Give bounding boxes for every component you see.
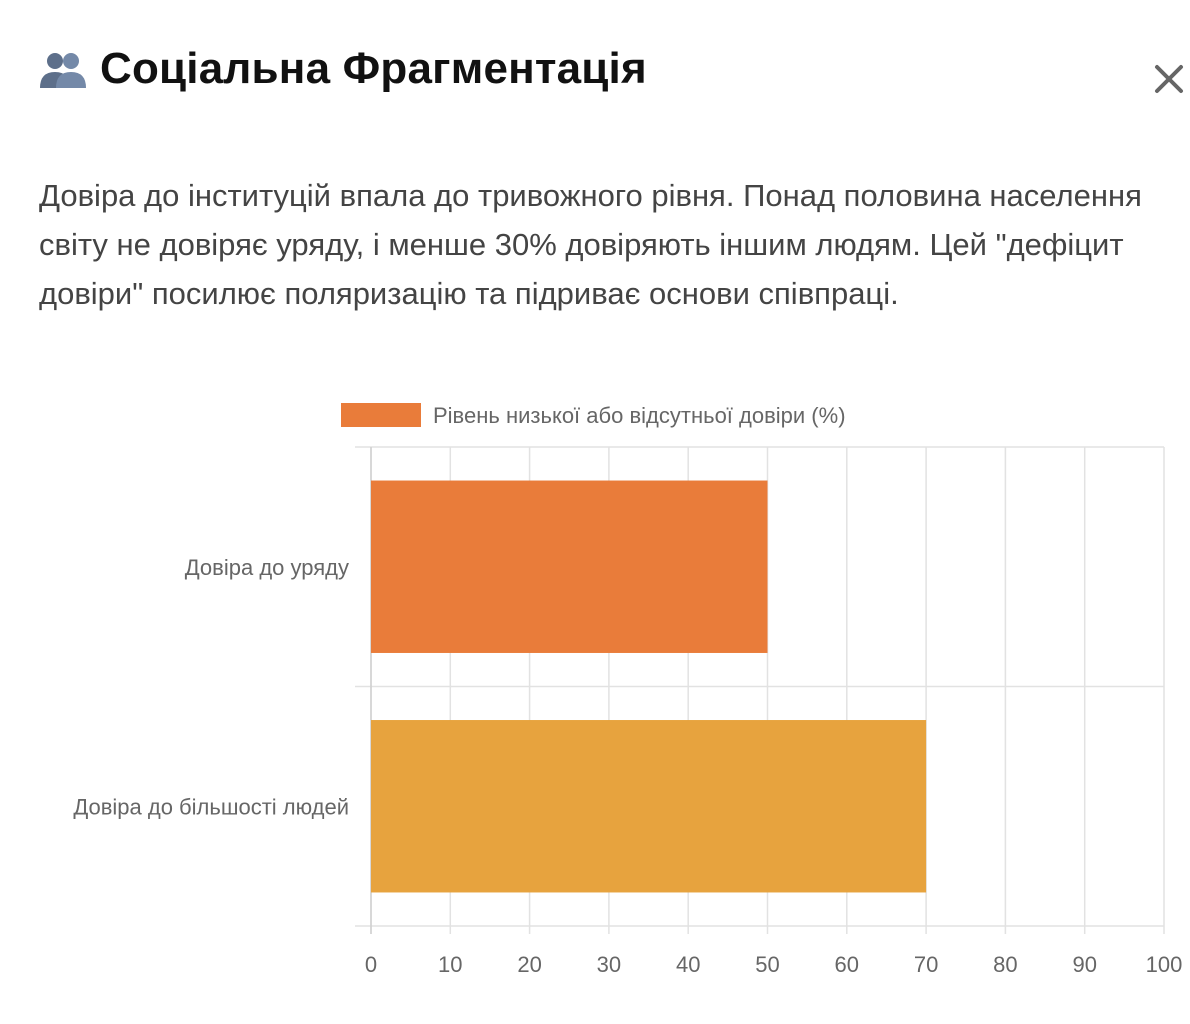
legend-swatch: [341, 403, 421, 427]
category-label: Довіра до уряду: [185, 555, 349, 580]
x-tick-label: 40: [676, 952, 700, 977]
x-tick-label: 70: [914, 952, 938, 977]
modal-header: Соціальна Фрагментація: [38, 44, 647, 94]
x-tick-label: 10: [438, 952, 462, 977]
x-tick-label: 90: [1072, 952, 1096, 977]
x-tick-label: 0: [365, 952, 377, 977]
busts-in-silhouette-icon: [40, 53, 86, 88]
chart-svg: 0 10 20 30 40 50 60 70 80 90 100 Довіра до уряду Дов…: [73, 403, 1183, 977]
x-tick-label: 80: [993, 952, 1017, 977]
description-text: Довіра до інституцій впала до тривожного…: [39, 178, 1142, 311]
close-icon[interactable]: [1146, 56, 1190, 102]
x-tick-label: 20: [517, 952, 541, 977]
x-tick-label: 50: [755, 952, 779, 977]
x-tick-label: 100: [1146, 952, 1183, 977]
bar: [371, 480, 768, 653]
category-label: Довіра до більшості людей: [73, 794, 349, 819]
bar: [371, 720, 927, 893]
x-tick-label: 60: [835, 952, 859, 977]
x-tick-label: 30: [597, 952, 621, 977]
trust-chart: 0 10 20 30 40 50 60 70 80 90 100 Довіра до уряду Дов…: [0, 380, 1190, 1000]
legend-label: Рівень низької або відсутньої довіри (%): [433, 403, 846, 428]
page-title: Соціальна Фрагментація: [100, 44, 647, 93]
